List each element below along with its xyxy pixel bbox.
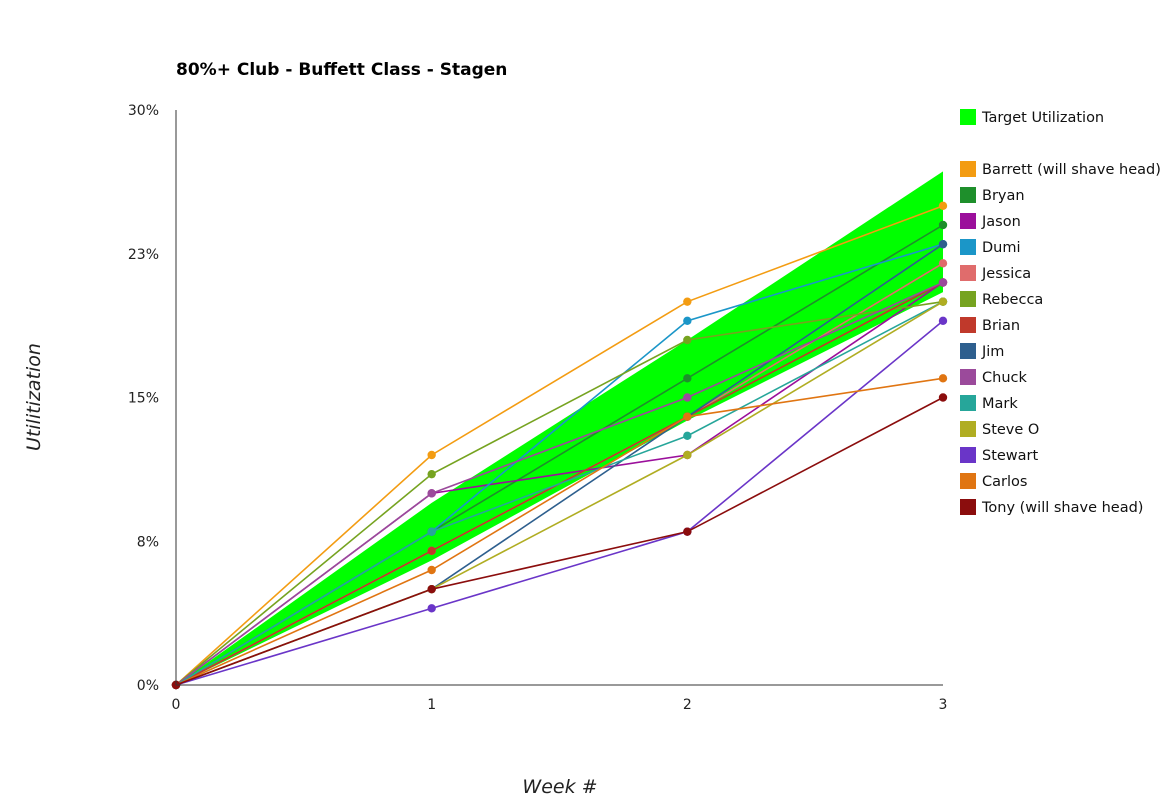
y-tick-label: 8% [137, 534, 159, 550]
data-point-dumi[interactable] [683, 316, 692, 326]
y-tick-label: 30% [128, 103, 159, 119]
data-point-carlos[interactable] [683, 412, 692, 421]
data-point-rebecca[interactable] [683, 335, 692, 345]
legend-item-brian[interactable]: Brian [960, 317, 1020, 334]
data-point-rebecca[interactable] [427, 469, 436, 479]
data-point-chuck[interactable] [683, 393, 692, 402]
legend-label: Stewart [982, 448, 1039, 464]
legend-item-chuck[interactable]: Chuck [960, 369, 1027, 386]
series-carlos [171, 374, 948, 690]
legend-swatch [960, 369, 976, 385]
legend-swatch [960, 161, 976, 177]
legend-label: Brian [982, 318, 1020, 334]
x-tick-label: 1 [427, 697, 436, 713]
data-point-tony-will-shave-head[interactable] [683, 527, 692, 536]
data-point-mark[interactable] [683, 431, 692, 441]
data-point-tony-will-shave-head[interactable] [427, 584, 436, 594]
chart-title: 80%+ Club - Buffett Class - Stagen [176, 60, 508, 80]
target-utilization-band [176, 171, 943, 686]
series-line-rebecca [175, 300, 944, 686]
legend-swatch [960, 265, 976, 281]
data-point-tony-will-shave-head[interactable] [938, 393, 948, 402]
data-point-barrett-will-shave-head[interactable] [938, 201, 948, 211]
data-point-mark[interactable] [427, 527, 436, 536]
legend-item-tony-will-shave-head[interactable]: Tony (will shave head) [960, 499, 1143, 516]
data-point-jim[interactable] [938, 239, 948, 249]
x-axis-label: Week # [522, 776, 597, 798]
legend-item-target-utilization[interactable]: Target Utilization [960, 109, 1104, 126]
legend-swatch [960, 395, 976, 411]
data-point-bryan[interactable] [938, 220, 948, 230]
legend-label: Bryan [982, 188, 1025, 204]
data-point-barrett-will-shave-head[interactable] [683, 297, 692, 306]
legend-label: Mark [982, 396, 1018, 412]
data-point-steve-o[interactable] [938, 297, 948, 306]
legend-swatch [960, 187, 976, 203]
legend-label: Tony (will shave head) [981, 500, 1143, 516]
legend-label: Chuck [982, 370, 1027, 386]
target-band-layer [176, 171, 943, 686]
legend-item-jason[interactable]: Jason [960, 213, 1021, 230]
x-tick-label: 0 [172, 697, 181, 713]
legend-swatch [960, 213, 976, 229]
y-tick-label: 23% [128, 247, 159, 263]
series-line-stewart [175, 320, 944, 686]
x-tick-label: 2 [683, 697, 692, 713]
series-line-barrett-will-shave-head [175, 205, 944, 686]
legend-swatch [960, 109, 976, 125]
legend-label: Barrett (will shave head) [982, 162, 1161, 178]
data-point-barrett-will-shave-head[interactable] [427, 450, 436, 460]
legend-item-carlos[interactable]: Carlos [960, 473, 1027, 490]
legend-swatch [960, 447, 976, 463]
y-axis-label: Utilitization [23, 343, 45, 451]
data-point-stewart[interactable] [427, 604, 436, 613]
legend-swatch [960, 473, 976, 489]
legend-item-rebecca[interactable]: Rebecca [960, 291, 1043, 308]
legend-swatch [960, 291, 976, 307]
data-point-steve-o[interactable] [683, 450, 692, 460]
legend-item-steve-o[interactable]: Steve O [960, 421, 1039, 438]
legend-label: Steve O [982, 422, 1039, 438]
data-point-brian[interactable] [427, 546, 436, 556]
legend-item-stewart[interactable]: Stewart [960, 447, 1039, 464]
x-tick-label: 3 [939, 697, 948, 713]
legend-swatch [960, 317, 976, 333]
series-line-tony-will-shave-head [175, 396, 944, 686]
legend-item-jim[interactable]: Jim [960, 343, 1004, 360]
legend-label: Dumi [982, 240, 1021, 256]
legend-label: Jessica [981, 266, 1031, 282]
data-point-chuck[interactable] [427, 489, 436, 498]
series-tony-will-shave-head [171, 393, 948, 690]
legend-item-dumi[interactable]: Dumi [960, 239, 1021, 256]
legend-item-jessica[interactable]: Jessica [960, 265, 1031, 282]
series-line-carlos [175, 377, 944, 686]
legend-label: Carlos [982, 474, 1027, 490]
legend-item-mark[interactable]: Mark [960, 395, 1018, 412]
legend-label: Target Utilization [981, 110, 1104, 126]
legend-label: Jim [981, 344, 1004, 360]
series-line-chuck [175, 281, 944, 686]
legend-item-bryan[interactable]: Bryan [960, 187, 1025, 204]
data-point-carlos[interactable] [938, 374, 948, 383]
data-point-jessica[interactable] [938, 259, 948, 268]
legend-label: Rebecca [982, 292, 1043, 308]
series-layer [171, 201, 948, 690]
axis-layer: 0% 8% 15% 23% 30% 0 1 2 3 [128, 103, 948, 713]
data-point-chuck[interactable] [938, 278, 948, 287]
data-point-bryan[interactable] [683, 374, 692, 383]
legend-swatch [960, 239, 976, 255]
legend-swatch [960, 499, 976, 515]
legend: Target Utilization Barrett (will shave he… [960, 109, 1161, 516]
data-point-carlos[interactable] [427, 565, 436, 575]
legend-item-barrett-will-shave-head[interactable]: Barrett (will shave head) [960, 161, 1161, 178]
series-line-mark [175, 300, 944, 686]
legend-swatch [960, 343, 976, 359]
legend-label: Jason [981, 214, 1021, 230]
y-tick-label: 15% [128, 391, 159, 407]
legend-swatch [960, 421, 976, 437]
data-point-stewart[interactable] [938, 316, 948, 326]
y-tick-label: 0% [137, 678, 159, 694]
